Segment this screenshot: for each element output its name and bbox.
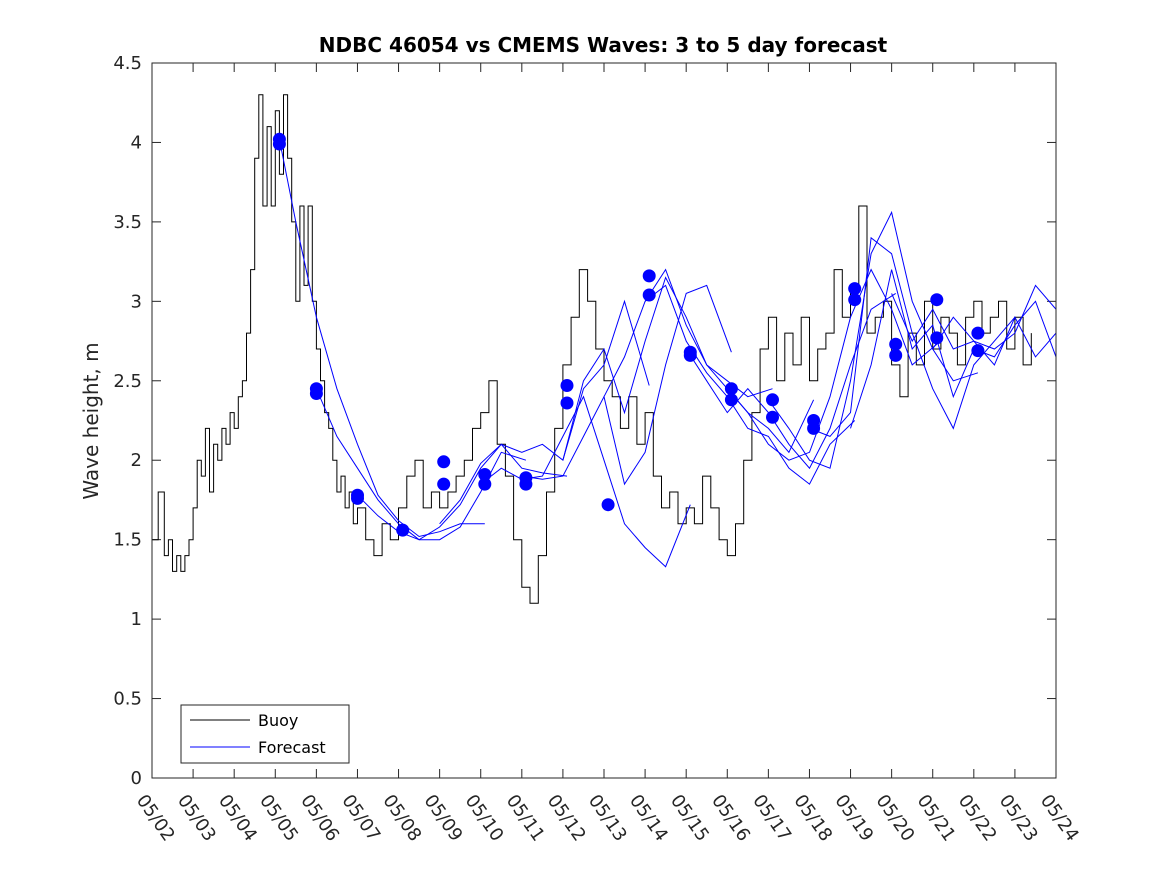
y-tick-label: 2 [131,450,142,471]
chart-title: NDBC 46054 vs CMEMS Waves: 3 to 5 day fo… [319,33,888,57]
forecast-marker [848,293,862,307]
forecast-marker [889,337,903,351]
forecast-marker [642,288,656,302]
forecast-marker [848,282,862,296]
forecast-marker [766,393,779,407]
forecast-line [521,284,732,486]
forecast-line [278,139,485,538]
forecast-marker [766,410,779,424]
y-tick-label: 0 [131,768,142,789]
legend-box [180,704,350,764]
forecast-marker [437,477,451,491]
forecast-marker [478,468,492,481]
y-tick-label: 4.5 [113,53,142,74]
forecast-marker [560,396,574,410]
forecast-marker [807,421,821,435]
forecast-marker [724,393,738,407]
y-tick-label: 0.5 [113,689,142,710]
forecast-marker [272,137,286,151]
y-axis: 0 0.5 1 1.5 2 2.5 3 3.5 4 4.5 [113,53,1056,789]
forecast-marker [930,293,944,307]
forecast-line [480,395,691,568]
forecast-line [767,210,979,469]
y-tick-label: 4 [131,132,142,153]
forecast-marker [971,344,985,358]
forecast-marker [930,331,944,345]
forecast-marker [724,382,738,396]
y-tick-label: 2.5 [113,371,142,392]
forecast-line [644,284,856,485]
forecast-line [932,316,1056,366]
legend-buoy-label: Buoy [258,711,298,730]
forecast-marker [396,523,410,537]
forecast-marker [642,269,656,283]
y-axis-label: Wave height, m [79,342,103,499]
forecast-line [809,236,1016,437]
forecast-line [439,299,650,525]
forecast-marker [889,348,903,362]
plot-area [152,63,1056,778]
forecast-marker [971,326,985,340]
y-tick-label: 1.5 [113,530,142,551]
legend-forecast-label: Forecast [258,738,326,757]
y-tick-label: 3.5 [113,212,142,233]
forecast-marker [560,379,574,392]
y-tick-label: 1 [131,609,142,630]
forecast-marker [519,477,533,491]
forecast-line [726,268,938,461]
legend: Buoy Forecast [180,704,350,764]
forecast-marker [683,348,697,362]
y-tick-label: 3 [131,291,142,312]
axes-box [151,62,1057,779]
forecast-marker [601,498,615,512]
forecast-line [357,443,568,541]
forecast-marker [309,387,323,400]
forecast-marker [437,455,451,469]
series-layer [152,94,1056,604]
forecast-marker [478,477,492,491]
forecast-marker [351,491,364,505]
forecast-line [603,268,815,454]
forecast-line [685,292,896,470]
